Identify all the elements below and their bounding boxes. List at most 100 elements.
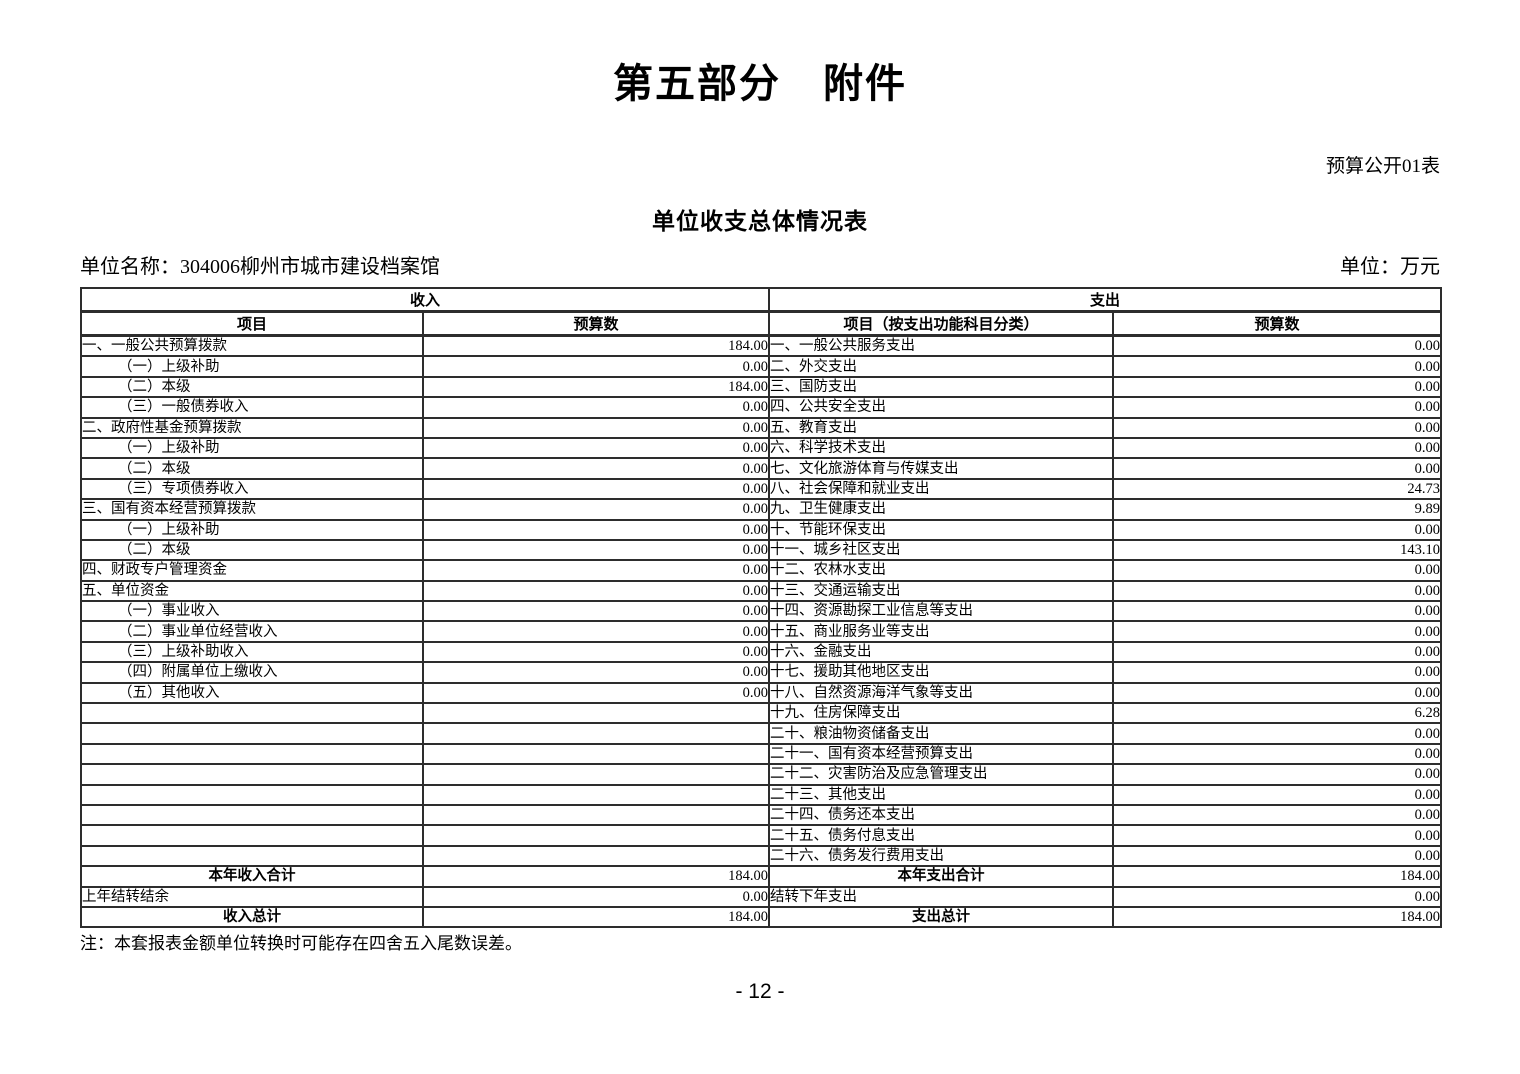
expense-item-cell: 三、国防支出	[768, 375, 1115, 399]
income-value-cell: 0.00	[421, 538, 771, 562]
meta-row: 单位名称：304006柳州市城市建设档案馆 单位：万元	[80, 255, 1440, 279]
expense-item-cell: 十、节能环保支出	[768, 518, 1115, 541]
expense-item-cell: 四、公共安全支出	[768, 396, 1115, 419]
income-value-cell: 0.00	[421, 416, 771, 439]
table-row: 三、国有资本经营预算拨款 0.00 九、卫生健康支出 9.89	[80, 498, 1443, 521]
income-item-cell	[80, 702, 424, 725]
table-row: （一）事业收入 0.00 十四、资源勘探工业信息等支出 0.00	[80, 600, 1443, 623]
income-value-cell: 0.00	[421, 355, 771, 378]
income-value-cell: 184.00	[421, 334, 771, 358]
expense-value-cell: 0.00	[1112, 518, 1443, 541]
table-row: 二十三、其他支出 0.00	[80, 783, 1443, 807]
expense-value-cell: 0.00	[1112, 334, 1443, 358]
expense-value-cell: 0.00	[1112, 355, 1443, 378]
expense-value-cell: 0.00	[1112, 824, 1443, 847]
expense-value-cell: 0.00	[1112, 681, 1443, 705]
income-item-cell: 四、财政专户管理资金	[80, 559, 424, 582]
expense-value-cell: 184.00	[1112, 905, 1443, 929]
income-value-cell: 0.00	[421, 498, 771, 521]
expense-item-cell: 一、一般公共服务支出	[768, 334, 1115, 358]
expense-value-cell: 0.00	[1112, 844, 1443, 868]
income-item-cell: （四）附属单位上缴收入	[80, 661, 424, 684]
expense-item-cell: 九、卫生健康支出	[768, 498, 1115, 521]
income-value-cell: 184.00	[421, 905, 771, 929]
expense-item-cell: 六、科学技术支出	[768, 436, 1115, 460]
expense-item-cell: 十七、援助其他地区支出	[768, 661, 1115, 684]
income-item-cell: （二）事业单位经营收入	[80, 620, 424, 643]
income-value-cell: 0.00	[421, 640, 771, 664]
expense-section-header: 支出	[768, 287, 1443, 313]
income-item-cell: 五、单位资金	[80, 579, 424, 603]
income-value-cell: 0.00	[421, 661, 771, 684]
income-item-cell	[80, 844, 424, 868]
carryover-row: 上年结转结余 0.00 结转下年支出 0.00	[80, 885, 1443, 908]
expense-value-cell: 0.00	[1112, 375, 1443, 399]
table-row: （二）本级 184.00 三、国防支出 0.00	[80, 375, 1443, 399]
expense-item-cell: 八、社会保障和就业支出	[768, 477, 1115, 501]
income-item-cell: （二）本级	[80, 457, 424, 480]
table-row: （三）一般债券收入 0.00 四、公共安全支出 0.00	[80, 396, 1443, 419]
expense-item-cell: 支出总计	[768, 905, 1115, 929]
income-value-cell	[421, 844, 771, 868]
income-item-cell: 上年结转结余	[80, 885, 424, 908]
table-row: （二）本级 0.00 七、文化旅游体育与传媒支出 0.00	[80, 457, 1443, 480]
income-value-cell: 0.00	[421, 436, 771, 460]
income-item-column-header: 项目	[80, 310, 424, 337]
expense-value-cell: 143.10	[1112, 538, 1443, 562]
expense-value-cell: 0.00	[1112, 661, 1443, 684]
budget-summary-table: 收入 支出 项目 预算数 项目（按支出功能科目分类） 预算数 一、一般公共预算拨…	[79, 287, 1443, 929]
income-item-cell	[80, 783, 424, 807]
income-item-cell	[80, 742, 424, 766]
income-value-cell	[421, 763, 771, 786]
expense-value-cell: 0.00	[1112, 620, 1443, 643]
income-value-cell: 0.00	[421, 396, 771, 419]
expense-item-cell: 十一、城乡社区支出	[768, 538, 1115, 562]
table-title: 单位收支总体情况表	[652, 208, 868, 234]
expense-value-cell: 0.00	[1112, 885, 1443, 908]
expense-value-cell: 0.00	[1112, 579, 1443, 603]
total-row: 本年收入合计 184.00 本年支出合计 184.00	[80, 865, 1443, 888]
income-value-cell: 0.00	[421, 885, 771, 908]
income-item-cell: （一）上级补助	[80, 355, 424, 378]
expense-value-cell: 0.00	[1112, 600, 1443, 623]
expense-item-cell: 十三、交通运输支出	[768, 579, 1115, 603]
table-row: 十九、住房保障支出 6.28	[80, 702, 1443, 725]
income-item-cell: （二）本级	[80, 538, 424, 562]
income-item-cell	[80, 722, 424, 745]
expense-item-cell: 七、文化旅游体育与传媒支出	[768, 457, 1115, 480]
income-value-cell: 184.00	[421, 375, 771, 399]
expense-value-cell: 0.00	[1112, 763, 1443, 786]
table-row: （五）其他收入 0.00 十八、自然资源海洋气象等支出 0.00	[80, 681, 1443, 705]
income-item-cell: （五）其他收入	[80, 681, 424, 705]
expense-item-cell: 二十六、债务发行费用支出	[768, 844, 1115, 868]
table-row: （一）上级补助 0.00 六、科学技术支出 0.00	[80, 436, 1443, 460]
form-label: 预算公开01表	[1325, 156, 1440, 177]
income-value-cell: 0.00	[421, 559, 771, 582]
total-row: 收入总计 184.00 支出总计 184.00	[80, 905, 1443, 929]
income-value-cell	[421, 803, 771, 827]
income-value-cell: 0.00	[421, 681, 771, 705]
table-row: 二十四、债务还本支出 0.00	[80, 803, 1443, 827]
table-row: （四）附属单位上缴收入 0.00 十七、援助其他地区支出 0.00	[80, 661, 1443, 684]
expense-item-cell: 二十五、债务付息支出	[768, 824, 1115, 847]
table-row: 一、一般公共预算拨款 184.00 一、一般公共服务支出 0.00	[80, 334, 1443, 358]
table-row: 四、财政专户管理资金 0.00 十二、农林水支出 0.00	[80, 559, 1443, 582]
unit-of-measure: 单位：万元	[1340, 256, 1440, 278]
expense-item-cell: 二十三、其他支出	[768, 783, 1115, 807]
income-item-cell: （一）上级补助	[80, 436, 424, 460]
expense-item-cell: 十五、商业服务业等支出	[768, 620, 1115, 643]
expense-item-cell: 二十、粮油物资储备支出	[768, 722, 1115, 745]
table-row: 二十六、债务发行费用支出 0.00	[80, 844, 1443, 868]
expense-item-cell: 二、外交支出	[768, 355, 1115, 378]
expense-value-cell: 184.00	[1112, 865, 1443, 888]
expense-value-cell: 0.00	[1112, 783, 1443, 807]
expense-value-cell: 0.00	[1112, 396, 1443, 419]
column-header-row: 项目 预算数 项目（按支出功能科目分类） 预算数	[80, 310, 1443, 337]
expense-value-cell: 0.00	[1112, 722, 1443, 745]
expense-item-cell: 二十一、国有资本经营预算支出	[768, 742, 1115, 766]
table-row: 五、单位资金 0.00 十三、交通运输支出 0.00	[80, 579, 1443, 603]
expense-item-cell: 十八、自然资源海洋气象等支出	[768, 681, 1115, 705]
expense-item-cell: 十四、资源勘探工业信息等支出	[768, 600, 1115, 623]
income-value-cell	[421, 702, 771, 725]
